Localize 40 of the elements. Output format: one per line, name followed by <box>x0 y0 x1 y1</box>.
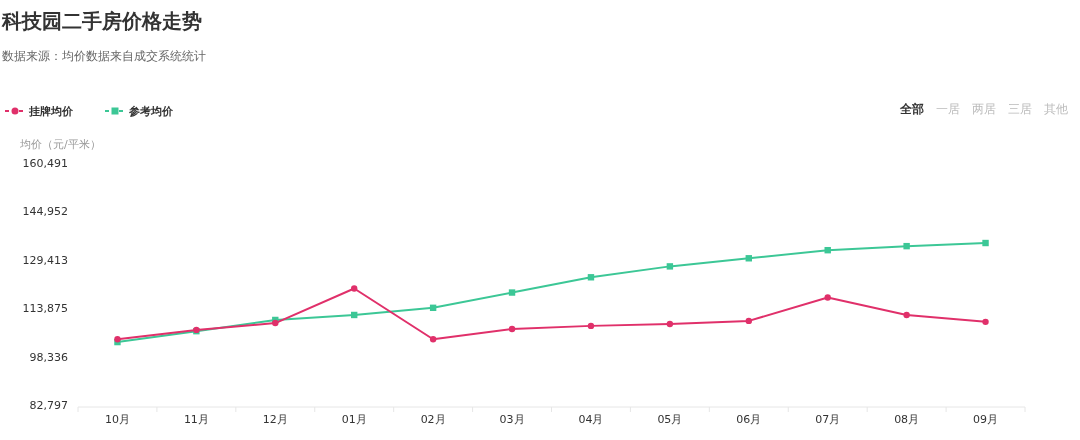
x-tick-label: 02月 <box>420 413 446 426</box>
text: 三居 <box>1008 102 1032 116</box>
x-tick-label: 07月 <box>815 413 841 426</box>
x-tick-label: 03月 <box>499 413 525 426</box>
x-tick-label: 12月 <box>262 413 288 426</box>
y-tick-label: 129,413 <box>22 253 68 267</box>
point <box>587 322 595 330</box>
point <box>666 263 674 270</box>
y-tick-label: 98,336 <box>29 350 68 364</box>
text: 全部 <box>899 102 924 116</box>
point <box>824 294 831 301</box>
point <box>903 311 910 319</box>
point <box>903 242 910 250</box>
legend-label: 挂牌均价 <box>28 105 74 118</box>
x-tick-label: 09月 <box>973 413 999 426</box>
point <box>508 289 516 296</box>
x-tick-label: 01月 <box>341 413 367 426</box>
x-tick-label: 06月 <box>736 413 762 426</box>
legend-label: 参考均价 <box>128 105 174 118</box>
y-tick-label: 82,797 <box>29 399 68 412</box>
x-tick-label: 04月 <box>578 413 604 426</box>
x-tick-label: 08月 <box>894 413 920 426</box>
point <box>982 239 989 247</box>
x-tick-label: 05月 <box>657 413 683 426</box>
point <box>666 320 674 328</box>
point <box>745 317 752 325</box>
chart-title: 科技园二手房价格走势 <box>1 9 202 33</box>
y-tick-label: 144,952 <box>22 205 68 219</box>
y-tick-label: 160,491 <box>22 157 68 170</box>
point <box>982 318 989 326</box>
text: 两居 <box>972 102 996 116</box>
text: 其他 <box>1044 102 1068 116</box>
x-tick-label: 10月 <box>104 413 130 426</box>
point <box>508 325 516 333</box>
y-axis-title: 均价（元/平米） <box>19 138 101 151</box>
point <box>351 285 358 292</box>
y-tick-label: 113,875 <box>22 302 68 316</box>
chart-subtitle: 数据来源：均价数据来自成交系统统计 <box>2 49 206 63</box>
point <box>429 336 437 343</box>
x-tick-label: 11月 <box>183 413 209 426</box>
